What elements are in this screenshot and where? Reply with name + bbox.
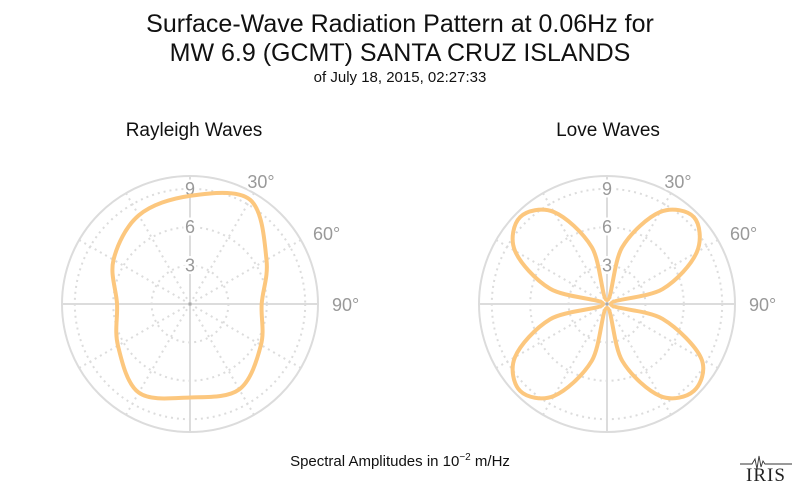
rayleigh-r-tick-3: 3 (185, 256, 195, 276)
title-line-2: MW 6.9 (GCMT) SANTA CRUZ ISLANDS (169, 39, 631, 67)
rayleigh-radiation-pattern-line (110, 190, 269, 401)
rayleigh-theta-tick-30: 30° (247, 172, 274, 192)
title-line-1: Surface-Wave Radiation Pattern at 0.06Hz… (146, 10, 654, 38)
rayleigh-spoke-120 (189, 303, 302, 369)
iris-logo: IRIS (738, 455, 794, 489)
figure-title: Surface-Wave Radiation Pattern at 0.06Hz… (0, 10, 800, 88)
rayleigh-panel-title: Rayleigh Waves (125, 120, 263, 141)
love-spoke-60 (606, 239, 719, 305)
rayleigh-theta-tick-90: 90° (332, 295, 359, 315)
units-label-exponent: −2 (459, 452, 471, 463)
units-label-base: 10 (442, 453, 460, 470)
love-theta-tick-90: 90° (749, 295, 776, 315)
logo-text: IRIS (746, 465, 786, 486)
rayleigh-polar-plot: 369 30°60°90° (61, 170, 362, 433)
rayleigh-r-tick-6: 6 (185, 217, 195, 237)
rayleigh-theta-tick-60: 60° (313, 224, 340, 244)
love-theta-tick-30: 30° (664, 172, 691, 192)
love-r-tick-9: 9 (602, 179, 612, 199)
units-label-suffix: m/Hz (470, 453, 510, 470)
love-r-tick-3: 3 (602, 256, 612, 276)
love-theta-tick-60: 60° (730, 224, 757, 244)
rayleigh-spoke-60 (189, 239, 302, 305)
title-subtitle: of July 18, 2015, 02:27:33 (313, 69, 487, 86)
love-radiation-pattern-line (510, 207, 706, 401)
units-label-prefix: Spectral Amplitudes in (290, 453, 443, 470)
seismogram-icon (740, 455, 792, 470)
love-center-point (605, 302, 609, 306)
love-panel-title: Love Waves (556, 120, 660, 141)
love-r-tick-6: 6 (602, 217, 612, 237)
love-polar-plot: 3 6 9 30° 60° 90° (478, 170, 779, 433)
rayleigh-center-point (188, 302, 192, 306)
amplitude-units-label: Spectral Amplitudes in 10−2 m/Hz (0, 452, 800, 470)
